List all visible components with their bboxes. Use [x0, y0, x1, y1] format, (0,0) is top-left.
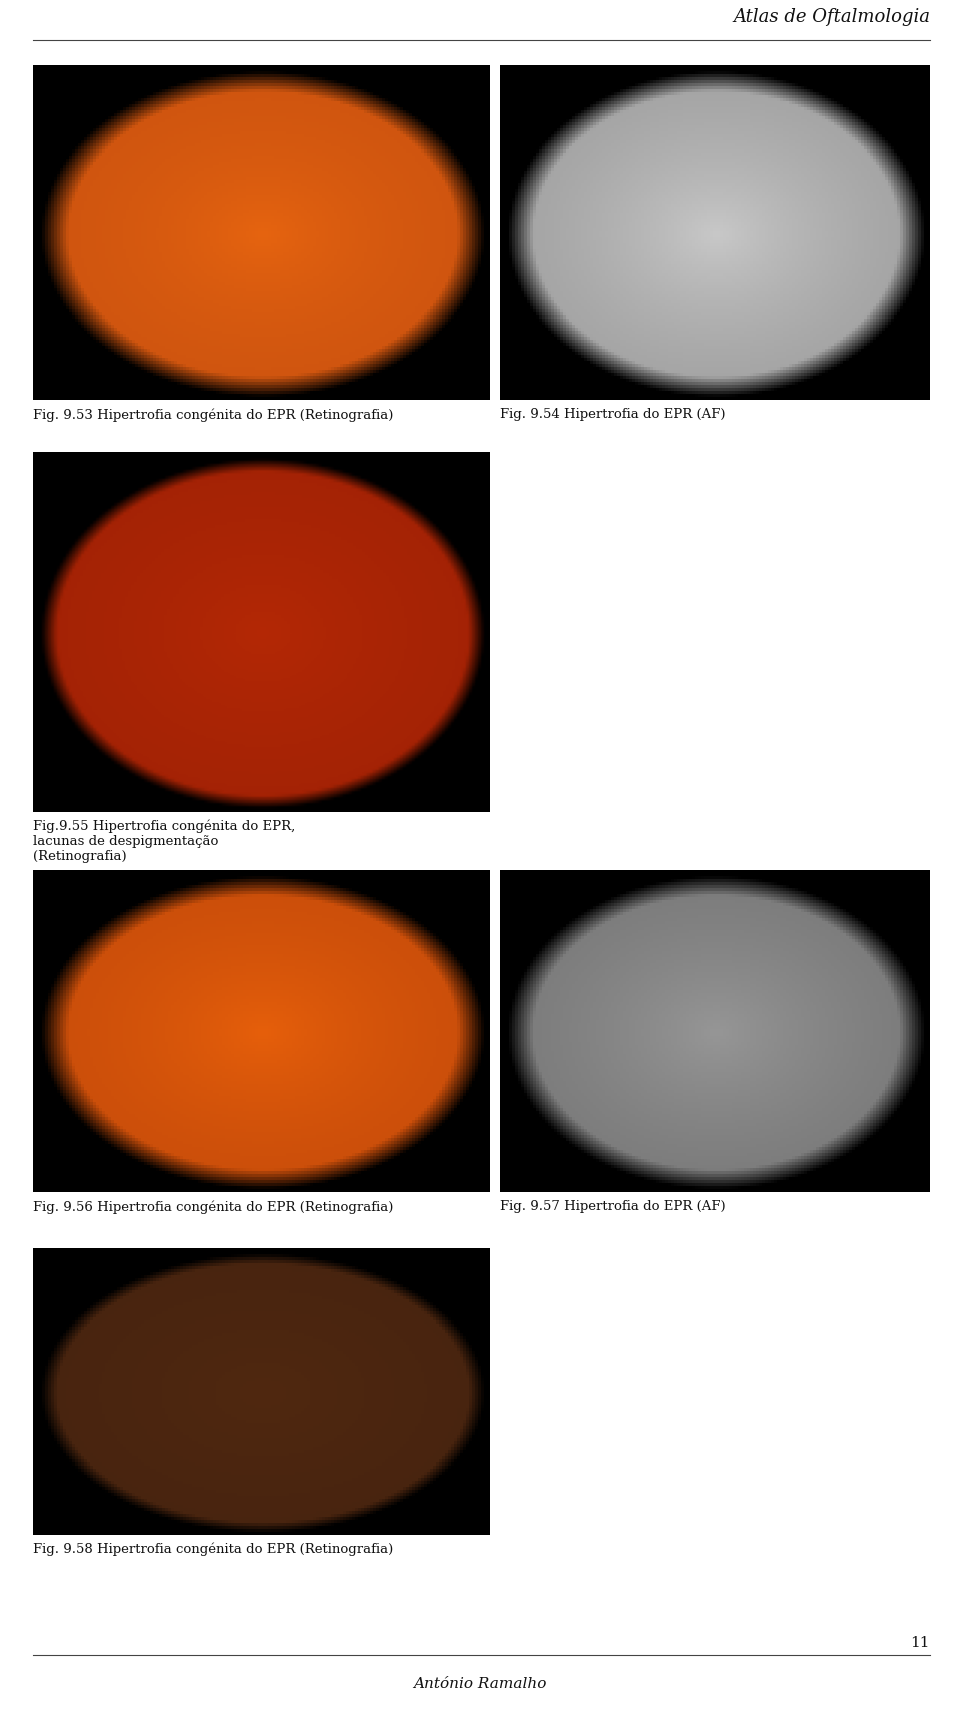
Text: Fig.9.55 Hipertrofia congénita do EPR,
lacunas de despigmentação
(Retinografia): Fig.9.55 Hipertrofia congénita do EPR, l…: [33, 819, 296, 864]
Text: 11: 11: [910, 1635, 930, 1651]
Text: Fig. 9.53 Hipertrofia congénita do EPR (Retinografia): Fig. 9.53 Hipertrofia congénita do EPR (…: [33, 408, 394, 422]
Text: Fig. 9.58 Hipertrofia congénita do EPR (Retinografia): Fig. 9.58 Hipertrofia congénita do EPR (…: [33, 1543, 394, 1556]
Text: Fig. 9.54 Hipertrofia do EPR (AF): Fig. 9.54 Hipertrofia do EPR (AF): [500, 408, 726, 422]
Text: Fig. 9.56 Hipertrofia congénita do EPR (Retinografia): Fig. 9.56 Hipertrofia congénita do EPR (…: [33, 1200, 394, 1214]
Text: Fig. 9.57 Hipertrofia do EPR (AF): Fig. 9.57 Hipertrofia do EPR (AF): [500, 1200, 726, 1214]
Text: Atlas de Oftalmologia: Atlas de Oftalmologia: [733, 9, 930, 26]
Text: António Ramalho: António Ramalho: [414, 1676, 546, 1692]
